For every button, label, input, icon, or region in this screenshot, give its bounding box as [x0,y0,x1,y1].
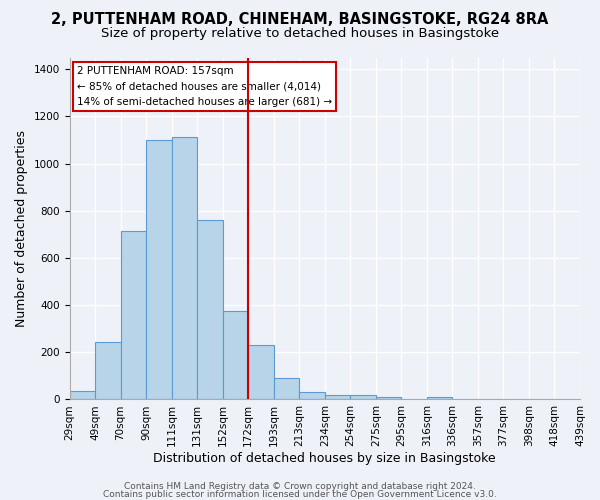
Text: 2, PUTTENHAM ROAD, CHINEHAM, BASINGSTOKE, RG24 8RA: 2, PUTTENHAM ROAD, CHINEHAM, BASINGSTOKE… [52,12,548,28]
Bar [121,231,146,400]
Y-axis label: Number of detached properties: Number of detached properties [15,130,28,327]
Text: 2 PUTTENHAM ROAD: 157sqm
← 85% of detached houses are smaller (4,014)
14% of sem: 2 PUTTENHAM ROAD: 157sqm ← 85% of detach… [77,66,332,107]
X-axis label: Distribution of detached houses by size in Basingstoke: Distribution of detached houses by size … [154,452,496,465]
Bar [350,394,376,400]
Bar [95,342,121,400]
Bar [325,394,350,400]
Text: Contains HM Land Registry data © Crown copyright and database right 2024.: Contains HM Land Registry data © Crown c… [124,482,476,491]
Bar [146,140,172,400]
Bar [427,397,452,400]
Bar [248,345,274,400]
Bar [70,391,95,400]
Text: Size of property relative to detached houses in Basingstoke: Size of property relative to detached ho… [101,28,499,40]
Text: Contains public sector information licensed under the Open Government Licence v3: Contains public sector information licen… [103,490,497,499]
Bar [299,392,325,400]
Bar [223,311,248,400]
Bar [376,397,401,400]
Bar [197,220,223,400]
Bar [172,136,197,400]
Bar [274,378,299,400]
